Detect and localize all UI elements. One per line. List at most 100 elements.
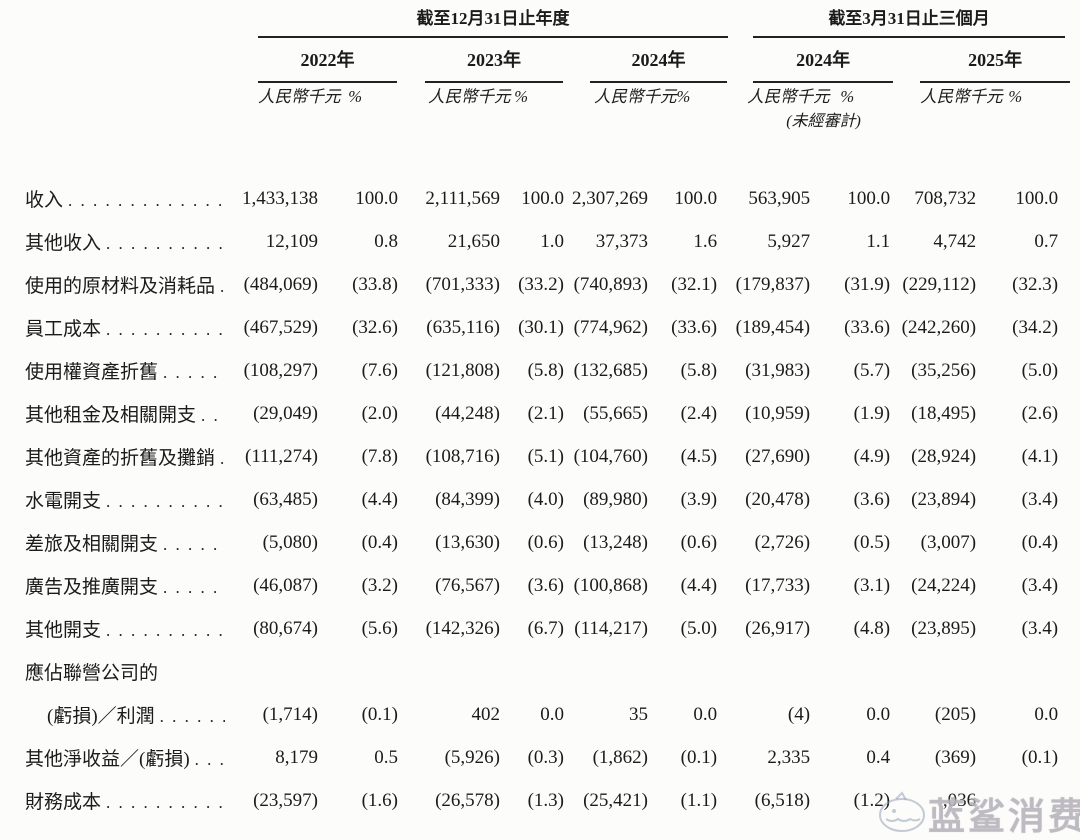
cell-percent: (4.9): [853, 445, 891, 467]
cell-amount: (18,495): [911, 402, 977, 424]
cell-percent: (2.4): [680, 402, 718, 424]
cell-percent: (5.6): [361, 617, 398, 639]
cell-percent: (34.2): [1012, 316, 1059, 338]
row-label-cell: 其他資產的折舊及攤銷: [0, 435, 228, 478]
cell-percent: (3.4): [1021, 617, 1059, 639]
dot-leader: [106, 620, 225, 642]
unit-label: 人民幣千元: [920, 87, 1003, 106]
row-label-cell: 使用的原材料及消耗品: [0, 263, 228, 306]
cell-amount: (28,924): [911, 445, 977, 467]
row-label-cell: 員工成本: [0, 306, 228, 349]
year-2024-q1: 2024年: [717, 38, 894, 83]
cell-percent: (3.6): [853, 488, 891, 510]
cell-amount: (108,297): [243, 359, 318, 381]
cell-percent: 100.0: [355, 187, 398, 209]
cell-amount: (100,868): [573, 574, 648, 596]
cell-percent: (3.6): [527, 574, 564, 596]
cell-amount: (13,248): [583, 531, 648, 553]
cell-percent: (0.6): [527, 531, 564, 553]
cell-amount: 37,373: [595, 230, 648, 252]
table-row: 其他資產的折舊及攤銷 (111,274) (7.8) (108,716) (5.1) (1…: [0, 435, 1058, 478]
percent-label: %: [1008, 87, 1023, 106]
cell-amount: (1,862): [592, 746, 648, 768]
cell-amount: 2,307,269: [572, 187, 648, 209]
cell-amount: (114,217): [574, 617, 648, 639]
cell-amount: (104,760): [573, 445, 648, 467]
year-label: 2022年: [258, 38, 397, 83]
cell-percent: (33.8): [352, 273, 398, 295]
cell-percent: 0.0: [1034, 703, 1059, 725]
cell-amount: (111,274): [245, 445, 318, 467]
cell-amount: (467,529): [243, 316, 318, 338]
cell-percent: 100.0: [1015, 187, 1059, 209]
row-label: 水電開支: [25, 491, 102, 512]
table-row: 財務成本 (23,597) (1.6) (26,578) (1.3) (25,421) (1…: [0, 779, 1058, 822]
group-header-row: 截至12月31日止年度 截至3月31日止三個月: [0, 4, 1066, 38]
dot-leader: [220, 276, 225, 298]
cell-percent: (1.3): [527, 789, 564, 811]
cell-percent: (32.3): [1012, 273, 1059, 295]
cell-percent: (2.0): [361, 402, 398, 424]
cell-amount: (132,685): [573, 359, 648, 381]
dot-leader: [163, 534, 225, 556]
cell-amount: [398, 650, 500, 693]
row-label: 其他資產的折舊及攤銷: [25, 448, 216, 469]
cell-amount: 402: [471, 703, 501, 725]
cell-amount: (44,248): [435, 402, 500, 424]
cell-amount: (5,926): [444, 746, 500, 768]
cell-amount: (369): [934, 746, 977, 768]
cell-amount: (23,894): [911, 488, 977, 510]
cell-percent: (0.4): [1021, 531, 1059, 553]
year-header-row: 2022年 2023年 2024年 2024年 2025年: [0, 38, 1071, 83]
year-label: 2024年: [753, 38, 894, 83]
dot-leader: [106, 792, 225, 814]
dot-leader: [106, 233, 225, 255]
cell-amount: (29,049): [253, 402, 318, 424]
cell-percent: (5.8): [527, 359, 564, 381]
cell-amount: (35,256): [911, 359, 977, 381]
cell-amount: (179,837): [735, 273, 811, 295]
row-label-cell: (虧損)／利潤: [0, 693, 228, 736]
table-row: 員工成本 (467,529) (32.6) (635,116) (30.1) (774,9…: [0, 306, 1058, 349]
year-2022: 2022年: [228, 38, 398, 83]
cell-percent: 100.0: [847, 187, 891, 209]
cell-amount: ,036: [942, 789, 977, 811]
cell-percent: (4.8): [853, 617, 891, 639]
cell-amount: (635,116): [426, 316, 500, 338]
cell-percent: (1.9): [853, 402, 891, 424]
cell-percent: 0.0: [693, 703, 718, 725]
cell-percent: (4.1): [1021, 445, 1059, 467]
cell-amount: (701,333): [425, 273, 500, 295]
cell-percent: (33.6): [844, 316, 891, 338]
cell-amount: [717, 650, 810, 693]
dot-leader: [160, 706, 225, 728]
cell-percent: (4.5): [680, 445, 718, 467]
dot-leader: [68, 190, 225, 212]
cell-amount: 8,179: [275, 746, 318, 768]
row-label: 其他收入: [25, 233, 102, 254]
row-label-cell: 收入: [0, 177, 228, 220]
percent-label: %: [514, 87, 528, 106]
row-label-cell: 其他收入: [0, 220, 228, 263]
cell-amount: (229,112): [902, 273, 977, 295]
cell-percent: (3.4): [1021, 574, 1059, 596]
cell-amount: 1,433,138: [242, 187, 318, 209]
row-label-cell: 其他淨收益／(虧損): [0, 736, 228, 779]
dot-leader: [106, 319, 225, 341]
row-label-cell: 水電開支: [0, 478, 228, 521]
row-label: 其他淨收益／(虧損): [25, 749, 190, 770]
cell-amount: (55,665): [583, 402, 648, 424]
cell-percent: (0.5): [853, 531, 891, 553]
cell-amount: (740,893): [573, 273, 648, 295]
cell-percent: (5.0): [1021, 359, 1059, 381]
cell-percent: (31.9): [844, 273, 891, 295]
cell-percent: (3.4): [1021, 488, 1059, 510]
cell-percent: 0.7: [1034, 230, 1059, 252]
row-label: 其他開支: [25, 620, 102, 641]
cell-amount: (4): [787, 703, 811, 725]
dot-leader: [163, 362, 225, 384]
cell-percent: (0.1): [680, 746, 718, 768]
table-body: 收入 1,433,138 100.0 2,111,569 100.0 2,307,269 1…: [0, 131, 1058, 822]
spacer-row: [0, 131, 1058, 177]
cell-percent: 0.8: [374, 230, 398, 252]
